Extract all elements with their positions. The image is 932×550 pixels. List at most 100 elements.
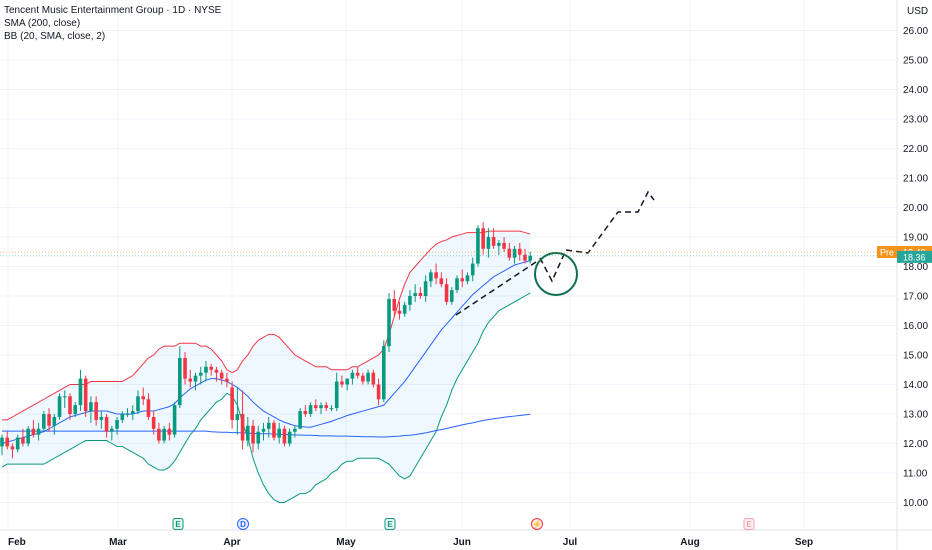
time-axis[interactable]: Feb Mar Apr May Jun Jul Aug Sep <box>0 529 932 548</box>
candle-body <box>512 248 517 258</box>
candle-body <box>167 428 172 435</box>
candle-body <box>397 310 402 314</box>
candle-body <box>402 304 407 314</box>
candle-body <box>287 431 292 444</box>
candle-body <box>172 405 177 435</box>
price-tick-label: 11.00 <box>903 469 928 480</box>
event-badge <box>172 518 184 530</box>
price-tick-label: 16.00 <box>903 321 928 332</box>
candle-body <box>246 425 250 441</box>
candle-body <box>408 296 412 305</box>
candle-body <box>486 237 491 249</box>
candle-body <box>261 428 266 432</box>
price-tick-label: 10.00 <box>903 498 928 509</box>
price-tick-label: 19.00 <box>903 233 928 244</box>
candle-body <box>371 372 376 385</box>
legend-bb[interactable]: BB (20, SMA, close, 2) <box>4 31 106 42</box>
candle-body <box>470 263 475 276</box>
candle-body <box>104 416 109 432</box>
time-tick-label: May <box>336 537 356 548</box>
candle-body <box>235 414 240 420</box>
time-tick-label: Aug <box>680 537 699 548</box>
price-tick-label: 17.00 <box>903 292 928 303</box>
bollinger-band-fill <box>2 231 531 503</box>
event-marker: ⚡ <box>531 518 543 530</box>
candle-body <box>502 242 506 249</box>
candle-body <box>418 293 423 296</box>
price-tick-label: 15.00 <box>903 351 928 362</box>
candle-body <box>188 378 193 382</box>
candle-body <box>94 402 98 420</box>
candle-body <box>449 290 454 302</box>
candle-body <box>460 278 465 282</box>
event-letter: D <box>240 520 246 529</box>
event-letter: E <box>387 520 393 529</box>
candle-body <box>266 422 271 429</box>
candle-body <box>381 346 386 400</box>
pre-tag <box>877 246 897 259</box>
candle-body <box>329 408 334 410</box>
candle-body <box>340 381 344 385</box>
candle-body <box>528 255 533 261</box>
highlight-circle <box>534 252 578 296</box>
user-drawing[interactable] <box>455 190 655 316</box>
candle-body <box>308 405 313 414</box>
event-badge <box>237 518 249 530</box>
candle-body <box>423 281 428 296</box>
legend[interactable]: Tencent Music Entertainment Group · 1D ·… <box>4 4 221 43</box>
candle-body <box>52 416 57 426</box>
candle-body <box>99 416 104 420</box>
candle-body <box>277 428 281 438</box>
event-marker: D <box>237 518 249 530</box>
candle-body <box>523 254 527 261</box>
price-tick-label: 18.00 <box>903 262 928 273</box>
candle-body <box>162 428 166 441</box>
time-tick-label: Mar <box>109 537 127 548</box>
candle-body <box>272 422 276 438</box>
candle-body <box>240 414 245 441</box>
candle-body <box>5 437 10 447</box>
candle-body <box>230 387 234 420</box>
candle-body <box>429 272 433 282</box>
bb-basis-line <box>1 260 531 444</box>
time-tick-label: Jul <box>563 537 578 548</box>
price-tick-label: 23.00 <box>903 115 928 126</box>
candle-body <box>62 396 67 398</box>
legend-sma[interactable]: SMA (200, close) <box>4 18 81 29</box>
candle-body <box>15 437 20 450</box>
candle-body <box>251 425 255 444</box>
price-tick-label: 13.00 <box>903 410 928 421</box>
time-tick-label: Apr <box>223 537 240 548</box>
candle-body <box>31 428 36 435</box>
time-tick-label: Jun <box>453 537 471 548</box>
candle-body <box>214 369 219 373</box>
candle-body <box>324 405 329 409</box>
candle-body <box>465 275 470 282</box>
price-tick-label: 26.00 <box>903 26 928 37</box>
event-marker: E <box>384 518 396 530</box>
price-tick-label: 25.00 <box>903 56 928 67</box>
last-price-badge <box>897 250 932 263</box>
legend-title[interactable]: Tencent Music Entertainment Group · 1D ·… <box>4 5 222 16</box>
candle-body <box>78 378 83 406</box>
candle-body <box>219 372 224 379</box>
time-tick-label: Sep <box>795 537 813 548</box>
candle-body <box>491 237 496 246</box>
candle-body <box>21 437 25 444</box>
candle-body <box>298 411 302 429</box>
event-letter: E <box>175 520 181 529</box>
bb-upper-line <box>2 230 531 421</box>
candle-body <box>507 248 512 258</box>
candle-body <box>125 414 130 415</box>
candle-body <box>57 396 62 417</box>
candle-body <box>83 378 88 412</box>
candle-body <box>334 381 339 409</box>
candle-body <box>68 396 72 414</box>
sma200-line <box>2 413 531 438</box>
price-axis[interactable]: USD 10.00 11.00 12.00 13.00 14.00 15.00 16.00 17… <box>896 0 928 550</box>
candle-body <box>130 411 135 414</box>
price-tick-label: 20.00 <box>903 203 928 214</box>
candle-body <box>73 405 78 414</box>
event-badge <box>743 518 755 530</box>
